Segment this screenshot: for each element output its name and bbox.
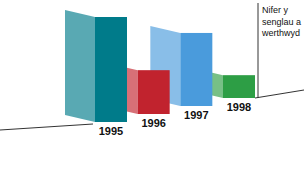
floor-line [255, 90, 304, 98]
chart: 1995 1996 1997 1998 Nifer y senglau awerthwyd [0, 0, 304, 170]
category-label: 1997 [184, 109, 208, 121]
bar-front [180, 33, 212, 106]
bars [65, 10, 255, 122]
category-label: 1996 [141, 117, 165, 129]
bar-side [65, 10, 95, 122]
category-label: 1995 [99, 125, 123, 137]
bar [65, 10, 127, 122]
annotation-line: senglau a [262, 17, 301, 27]
annotation-line: werthwyd [261, 28, 300, 38]
bar-front [95, 17, 127, 122]
floor-line [0, 124, 93, 130]
annotation: Nifer y senglau awerthwyd [261, 5, 301, 38]
leader-line [258, 3, 259, 98]
category-label: 1998 [227, 101, 251, 113]
annotation-line: Nifer y [262, 5, 289, 15]
bar-front [223, 75, 255, 98]
bar-front [138, 70, 170, 114]
